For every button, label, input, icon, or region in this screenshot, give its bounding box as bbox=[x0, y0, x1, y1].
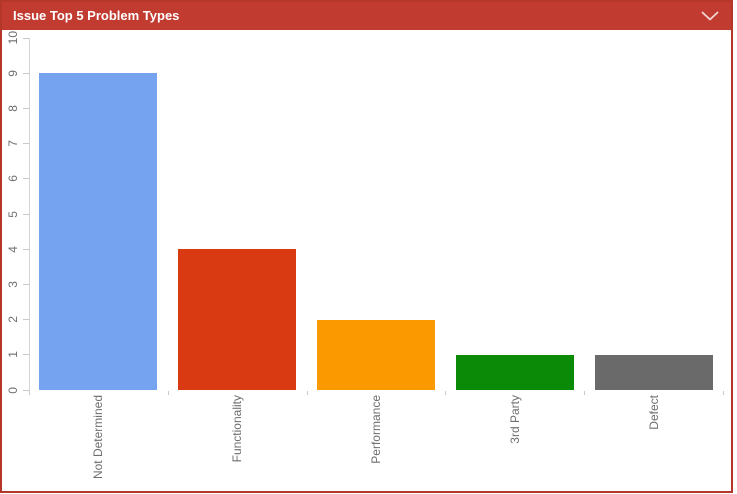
y-tick-label: 2 bbox=[5, 300, 21, 340]
x-category-label: Performance bbox=[307, 395, 446, 483]
x-category-label: Not Determined bbox=[29, 395, 168, 483]
x-category-label-text: 3rd Party bbox=[507, 395, 522, 444]
y-axis-line bbox=[29, 38, 30, 394]
bar-functionality[interactable] bbox=[178, 249, 297, 390]
y-tick-label: 10 bbox=[5, 18, 21, 58]
widget-title: Issue Top 5 Problem Types bbox=[13, 8, 180, 23]
y-tick-label: 1 bbox=[5, 335, 21, 375]
y-tick bbox=[23, 283, 29, 285]
y-tick bbox=[23, 389, 29, 391]
chevron-down-icon[interactable] bbox=[701, 11, 719, 22]
y-tick-label: 5 bbox=[5, 194, 21, 234]
y-tick-label-text: 7 bbox=[6, 140, 20, 147]
y-tick bbox=[23, 354, 29, 356]
x-category-label-text: Performance bbox=[368, 395, 383, 464]
bar-defect[interactable] bbox=[594, 354, 713, 390]
x-tick bbox=[584, 391, 586, 395]
x-tick bbox=[167, 391, 169, 395]
y-tick-label: 6 bbox=[5, 159, 21, 199]
y-tick-label-text: 4 bbox=[6, 245, 20, 253]
y-tick-label: 0 bbox=[5, 370, 21, 410]
y-tick-label: 7 bbox=[5, 124, 21, 164]
bar-3rd-party[interactable] bbox=[455, 354, 574, 390]
y-tick bbox=[23, 143, 29, 145]
y-tick-label: 8 bbox=[5, 88, 21, 128]
x-tick bbox=[445, 391, 447, 395]
y-tick-label: 3 bbox=[5, 264, 21, 304]
x-category-label-text: Functionality bbox=[230, 395, 245, 463]
y-tick bbox=[23, 319, 29, 321]
x-category-label-text: Not Determined bbox=[91, 395, 106, 480]
x-category-label-text: Defect bbox=[646, 395, 661, 430]
widget-header: Issue Top 5 Problem Types bbox=[2, 2, 731, 30]
bar-chart: 0 1 2 3 4 5 6 7 8 9 10 Not Determined Functionality P… bbox=[2, 30, 731, 491]
y-tick-label-text: 8 bbox=[6, 105, 20, 112]
y-tick-label-text: 10 bbox=[6, 31, 20, 45]
x-tick bbox=[723, 391, 724, 395]
y-tick-label-text: 2 bbox=[6, 316, 20, 323]
y-tick-label: 9 bbox=[5, 53, 21, 93]
y-tick bbox=[23, 37, 29, 39]
y-tick-label-text: 3 bbox=[6, 281, 20, 288]
y-tick-label: 4 bbox=[5, 229, 21, 269]
x-category-label: 3rd Party bbox=[445, 395, 584, 483]
x-tick bbox=[306, 391, 308, 395]
x-category-label: Functionality bbox=[168, 395, 307, 483]
y-tick bbox=[23, 107, 29, 109]
y-tick bbox=[23, 213, 29, 215]
y-tick bbox=[23, 178, 29, 180]
y-tick-label-text: 0 bbox=[6, 386, 20, 394]
y-tick-label-text: 9 bbox=[6, 69, 20, 77]
bar-performance[interactable] bbox=[317, 319, 435, 390]
bar-not-determined[interactable] bbox=[39, 73, 158, 390]
x-category-label: Defect bbox=[584, 395, 723, 483]
y-tick-label-text: 1 bbox=[6, 351, 20, 359]
y-tick bbox=[23, 248, 29, 250]
y-tick bbox=[23, 72, 29, 74]
x-tick bbox=[29, 391, 30, 395]
y-tick-label-text: 5 bbox=[6, 210, 20, 218]
y-tick-label-text: 6 bbox=[6, 175, 20, 183]
